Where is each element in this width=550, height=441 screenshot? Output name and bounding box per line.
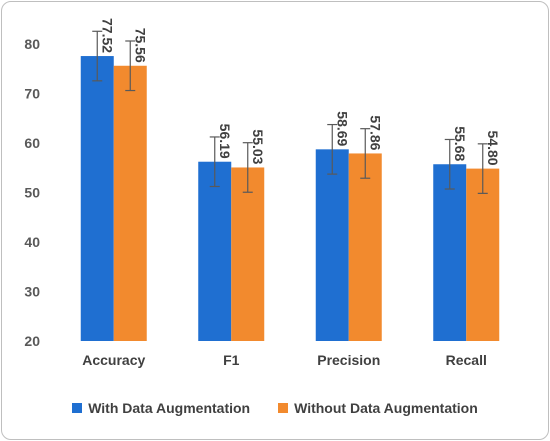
data-label: 55.68 — [452, 126, 468, 161]
data-label: 57.86 — [367, 115, 383, 150]
y-tick-label: 30 — [24, 283, 40, 299]
x-tick-label: Recall — [446, 352, 487, 368]
bars — [80, 56, 500, 341]
bar — [466, 168, 500, 341]
error-bars — [92, 30, 488, 194]
x-tick-label: F1 — [223, 352, 240, 368]
data-label: 58.69 — [334, 111, 350, 146]
bar — [80, 56, 114, 341]
x-axis: Accuracy F1 Precision Recall — [82, 352, 487, 368]
x-tick-label: Precision — [317, 352, 380, 368]
y-tick-label: 70 — [24, 85, 40, 101]
data-label: 75.56 — [132, 28, 148, 63]
data-label: 55.03 — [250, 129, 266, 164]
data-labels: 77.52 75.56 56.19 55.03 58.69 57.86 55.68 54.80 — [99, 18, 501, 166]
y-tick-label: 50 — [24, 184, 40, 200]
legend-label: With Data Augmentation — [88, 400, 251, 416]
y-axis: 20 30 40 50 60 70 80 — [24, 36, 40, 349]
bar — [315, 149, 349, 341]
y-tick-label: 60 — [24, 135, 40, 151]
y-tick-label: 40 — [24, 234, 40, 250]
y-tick-label: 80 — [24, 36, 40, 52]
bar — [348, 153, 382, 341]
data-label: 56.19 — [217, 124, 233, 159]
legend-swatch — [278, 403, 289, 413]
x-tick-label: Accuracy — [82, 352, 145, 368]
legend-item-without-augmentation: Without Data Augmentation — [278, 400, 478, 416]
legend-item-with-augmentation: With Data Augmentation — [72, 400, 250, 416]
bar — [113, 65, 147, 341]
bar — [231, 167, 265, 341]
legend-label: Without Data Augmentation — [294, 400, 478, 416]
bar — [433, 164, 467, 341]
legend-swatch — [72, 403, 83, 413]
legend: With Data Augmentation Without Data Augm… — [0, 398, 550, 418]
data-label: 77.52 — [99, 18, 115, 53]
y-tick-label: 20 — [24, 333, 40, 349]
bar — [198, 161, 232, 341]
data-label: 54.80 — [485, 131, 501, 166]
